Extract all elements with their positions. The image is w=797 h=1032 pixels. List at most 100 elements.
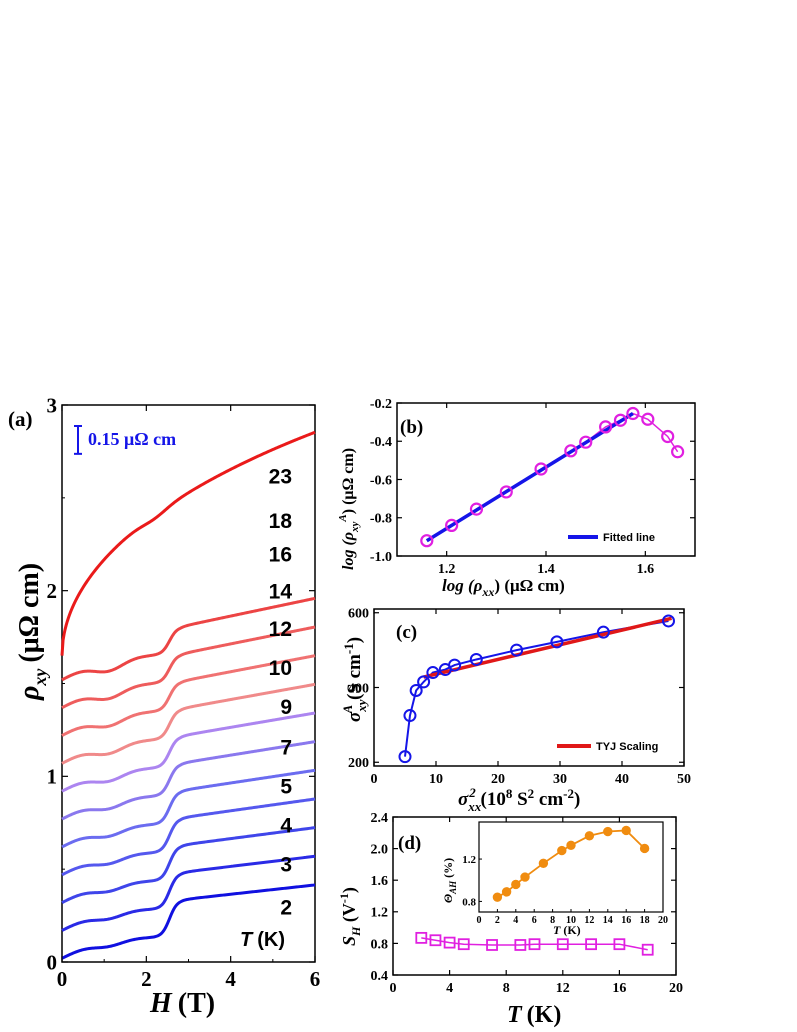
- panel-d-inset-ylabel-unit: (%): [441, 858, 455, 881]
- panel-b-ytick-label: -0.4: [370, 435, 392, 450]
- curve-16K: [61, 625, 316, 710]
- panel-c-ticks: 0 10 20 30 40 50 200 400 600: [348, 607, 691, 787]
- panel-b-ylabel: log (ρxyA) (μΩ cm): [337, 448, 361, 570]
- panel-c-point: [398, 750, 412, 764]
- panel-d-point: [443, 936, 456, 949]
- panel-c-xlabel-unit-d: 2: [528, 786, 535, 801]
- curve-2K: [61, 883, 316, 960]
- panel-b-ytick-label: -1.0: [370, 550, 392, 565]
- panel-d-inset-xlabel-var: T: [553, 923, 561, 937]
- panel-d-point: [457, 938, 470, 951]
- panel-d-inset-plot: [492, 825, 650, 902]
- panel-c-xlabel: σxx2 (108 S2 cm-2): [458, 785, 580, 814]
- panel-b-point: [626, 406, 640, 421]
- panel-d-xlabel-unit: (K): [527, 1002, 562, 1028]
- panel-d-inset-point: [501, 887, 512, 897]
- panel-b-legend-text: Fitted line: [603, 532, 655, 544]
- panel-d-xtick-label: 12: [556, 981, 570, 996]
- scale-bar-label: 0.15 μΩ cm: [88, 429, 176, 449]
- panel-c-point: [662, 614, 675, 628]
- panel-c-ylabel-var: σ: [344, 711, 365, 722]
- curve-3K: [61, 854, 316, 932]
- panel-b-ytick-label: -0.6: [370, 473, 392, 488]
- curve-label-23K: 23: [269, 466, 292, 489]
- panel-d-xtick-label: 0: [390, 981, 397, 996]
- panel-c-xlabel-unit-e: cm: [534, 789, 563, 810]
- panel-c-xlabel-unit-c: S: [512, 789, 527, 810]
- panel-d-inset-xtick-label: 10: [566, 915, 576, 926]
- panel-c-xlabel-var: σ: [458, 789, 469, 810]
- panel-a-xlabel-unit: (T): [178, 988, 215, 1019]
- panel-b-xtick-label: 1.4: [537, 562, 555, 577]
- curve-5K: [61, 797, 316, 877]
- panel-d-ytick-label: 2.0: [371, 843, 389, 858]
- panel-d-ytick-label: 0.4: [371, 969, 389, 984]
- panel-d-ylabel-unit: (V: [339, 903, 360, 927]
- panel-c-ytick-label: 600: [348, 607, 369, 622]
- panel-d-point: [415, 931, 428, 944]
- panel-c-ylabel: σxyA (S cm-1): [340, 637, 369, 722]
- curve-23K: [60, 430, 316, 656]
- panel-c-fit-line: [423, 616, 673, 679]
- panel-b-xlabel-post: ) (μΩ cm): [494, 576, 564, 595]
- panel-c-ytick-label: 400: [348, 681, 369, 696]
- panel-d-inset-point: [566, 840, 576, 850]
- panel-b-plot: [420, 406, 685, 548]
- panel-c-xlabel-unit-f: -2: [563, 786, 574, 801]
- panel-a-label: (a): [8, 407, 33, 431]
- panel-b-ytick-label: -0.2: [370, 397, 392, 412]
- panel-d-inset-ylabel: ΘAH (%): [441, 858, 458, 903]
- panel-d-xlabel-var: T: [507, 1002, 523, 1028]
- curve-label-12K: 12: [269, 618, 292, 641]
- curve-10K: [61, 711, 316, 793]
- panel-b-fit-line: [425, 412, 634, 543]
- panel-b-xlabel: log (ρxx) (μΩ cm): [442, 576, 565, 599]
- panel-b-xtick-label: 1.2: [438, 562, 456, 577]
- panel-a-xtick-label: 2: [141, 967, 152, 991]
- curve-label-7K: 7: [280, 737, 292, 760]
- panel-c-point: [469, 652, 483, 666]
- panel-d-inset-point: [584, 831, 595, 841]
- panel-d-inset-ticks: 0 2 4 6 8 10 12 14 16 18 20 0.8 1.2: [462, 854, 668, 926]
- panel-d-ylabel-var: S: [339, 936, 359, 946]
- panel-d-xtick-label: 20: [669, 981, 683, 996]
- panel-c-connector: [404, 619, 669, 757]
- panel-b-point: [613, 413, 628, 427]
- panel-c-point: [417, 675, 431, 689]
- panel-b-ylabel-sub: xy: [349, 521, 361, 533]
- panel-b-ytick-label: -0.8: [370, 512, 392, 527]
- curve-header-var: T: [240, 929, 254, 951]
- panel-c-point: [448, 658, 462, 672]
- panel-c-ylabel-unit-sup: -1: [341, 643, 356, 654]
- panel-d-point: [613, 938, 626, 951]
- panel-d-ylabel: SH (V-1): [337, 887, 363, 946]
- panel-d-inset-ytick-label: 1.2: [462, 854, 476, 866]
- panel-d-inset-point: [538, 858, 549, 868]
- panel-c-ytick-label: 200: [348, 756, 369, 771]
- panel-c-xtick-label: 50: [677, 772, 691, 787]
- panel-c-xlabel-sup: 2: [468, 785, 476, 800]
- panel-d-inset-xtick-label: 4: [513, 915, 518, 926]
- panel-d-point: [585, 938, 597, 951]
- panel-c-ylabel-sub: xy: [354, 699, 369, 713]
- panel-b-ylabel-post: ) (μΩ cm): [340, 448, 357, 514]
- curve-header-unit: (K): [257, 929, 285, 951]
- panel-c-point: [409, 683, 423, 697]
- curve-label-9K: 9: [280, 696, 292, 719]
- panel-c-ylabel-sup: A: [340, 704, 355, 714]
- panel-d-inset-xtick-label: 20: [658, 915, 668, 926]
- panel-c-xtick-label: 40: [615, 772, 629, 787]
- panel-d-inset-xtick-label: 2: [495, 915, 500, 926]
- panel-d-ylabel-unit-sup: -1: [337, 893, 351, 903]
- curve-14K: [61, 654, 316, 737]
- panel-b-point: [534, 462, 548, 476]
- panel-b-xtick-label: 1.6: [637, 562, 655, 577]
- curve-label-5K: 5: [280, 776, 292, 799]
- panel-c-xlabel-sub: xx: [467, 799, 482, 814]
- panel-b-point: [671, 445, 685, 459]
- panel-b: 1.2 1.4 1.6 -1.0 -0.8 -0.6 -0.4 -0.2 (b) Fitted…: [337, 397, 696, 599]
- curve-label-4K: 4: [280, 815, 292, 838]
- panel-d-inset: 0 2 4 6 8 10 12 14 16 18 20 0.8 1.2 T (K) ΘAH (%): [441, 821, 668, 937]
